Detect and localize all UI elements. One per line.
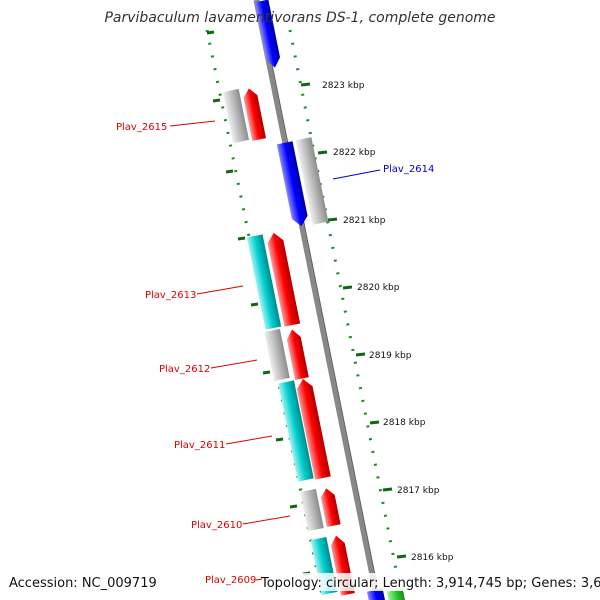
kbp-label-2816: 2816 kbp <box>411 553 454 563</box>
gene-label-plav-2610[interactable]: Plav_2610 <box>191 520 242 531</box>
outer-ticks <box>300 82 407 559</box>
footer-backdrop-right <box>258 573 596 591</box>
gene-label-plav-2612[interactable]: Plav_2612 <box>159 364 210 375</box>
genome-backbone-shade <box>258 0 381 600</box>
kbp-label-2820: 2820 kbp <box>357 283 400 293</box>
leader-plav-2610 <box>242 515 291 525</box>
accession-text: Accession: NC_009719 <box>9 576 157 591</box>
kbp-label-2817: 2817 kbp <box>397 486 440 496</box>
feature-1[interactable] <box>254 0 282 69</box>
kbp-label-2822: 2822 kbp <box>333 148 376 158</box>
gene-label-plav-2609[interactable]: Plav_2609 <box>205 575 256 586</box>
feature-13[interactable] <box>319 487 341 528</box>
leader-plav-2611 <box>225 435 273 445</box>
feature-5[interactable] <box>295 137 329 225</box>
feature-12[interactable] <box>300 488 324 532</box>
feature-8[interactable] <box>264 328 290 382</box>
feature-9[interactable] <box>285 328 309 380</box>
gene-label-plav-2614[interactable]: Plav_2614 <box>383 164 434 175</box>
footer-backdrop-left <box>4 573 150 591</box>
genome-backbone <box>253 0 380 600</box>
map-title: Parvibaculum lavamentivorans DS-1, compl… <box>104 10 495 26</box>
topology-text: Topology: circular; Length: 3,914,745 bp… <box>260 576 600 591</box>
kbp-label-2819: 2819 kbp <box>369 351 412 361</box>
kbp-label-2818: 2818 kbp <box>383 418 426 428</box>
feature-4[interactable] <box>276 141 309 227</box>
gene-label-plav-2611[interactable]: Plav_2611 <box>174 440 225 451</box>
feature-7[interactable] <box>266 231 301 327</box>
gene-label-plav-2613[interactable]: Plav_2613 <box>145 290 196 301</box>
feature-6[interactable] <box>246 234 282 330</box>
feature-11[interactable] <box>295 377 331 480</box>
leader-plav-2614 <box>332 169 381 180</box>
leader-plav-2613 <box>196 285 244 295</box>
leader-plav-2615 <box>169 120 216 127</box>
kbp-label-2821: 2821 kbp <box>343 216 386 226</box>
kbp-label-2823: 2823 kbp <box>322 81 365 91</box>
feature-10[interactable] <box>278 380 314 482</box>
feature-2[interactable] <box>223 88 249 144</box>
leader-plav-2609 <box>255 578 263 581</box>
gene-label-plav-2615[interactable]: Plav_2615 <box>116 122 167 133</box>
feature-3[interactable] <box>242 87 267 141</box>
leader-plav-2612 <box>210 359 258 369</box>
